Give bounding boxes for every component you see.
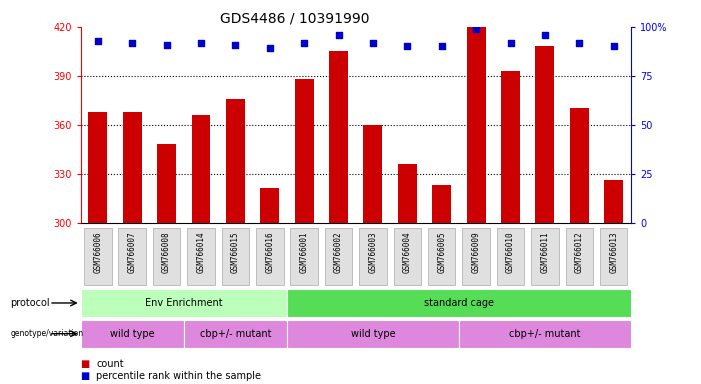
Point: [264, 45, 275, 51]
Text: GSM766011: GSM766011: [540, 231, 550, 273]
Point: [402, 43, 413, 50]
FancyBboxPatch shape: [600, 228, 627, 285]
Text: GSM766001: GSM766001: [299, 231, 308, 273]
FancyBboxPatch shape: [463, 228, 490, 285]
Bar: [226, 99, 245, 223]
FancyBboxPatch shape: [290, 228, 318, 285]
FancyBboxPatch shape: [531, 228, 559, 285]
Text: GSM766002: GSM766002: [334, 231, 343, 273]
Text: Env Enrichment: Env Enrichment: [145, 298, 223, 308]
Bar: [260, 189, 279, 223]
Point: [608, 43, 619, 50]
Point: [161, 41, 172, 48]
Text: wild type: wild type: [110, 329, 154, 339]
Text: GSM766007: GSM766007: [128, 231, 137, 273]
Bar: [123, 112, 142, 223]
Text: GSM766004: GSM766004: [403, 231, 412, 273]
Point: [573, 40, 585, 46]
Bar: [81, 289, 287, 317]
Bar: [294, 79, 313, 223]
Text: cbp+/- mutant: cbp+/- mutant: [200, 329, 271, 339]
Point: [505, 40, 516, 46]
Bar: [287, 289, 631, 317]
FancyBboxPatch shape: [393, 228, 421, 285]
FancyBboxPatch shape: [497, 228, 524, 285]
Point: [539, 31, 550, 38]
Text: GSM766014: GSM766014: [196, 231, 205, 273]
Text: GSM766008: GSM766008: [162, 231, 171, 273]
Point: [367, 40, 379, 46]
Text: GSM766010: GSM766010: [506, 231, 515, 273]
Text: cbp+/- mutant: cbp+/- mutant: [509, 329, 580, 339]
Text: GDS4486 / 10391990: GDS4486 / 10391990: [219, 12, 369, 25]
FancyBboxPatch shape: [256, 228, 283, 285]
Bar: [191, 115, 210, 223]
Bar: [157, 144, 176, 223]
Bar: [604, 180, 623, 223]
Text: genotype/variation: genotype/variation: [11, 329, 83, 338]
FancyBboxPatch shape: [359, 228, 387, 285]
Text: GSM766003: GSM766003: [369, 231, 377, 273]
Text: percentile rank within the sample: percentile rank within the sample: [96, 371, 261, 381]
FancyBboxPatch shape: [153, 228, 180, 285]
Point: [196, 40, 207, 46]
Text: standard cage: standard cage: [424, 298, 494, 308]
FancyBboxPatch shape: [84, 228, 111, 285]
Text: GSM766006: GSM766006: [93, 231, 102, 273]
Bar: [570, 109, 589, 223]
Point: [470, 26, 482, 32]
Text: GSM766016: GSM766016: [265, 231, 274, 273]
Point: [230, 41, 241, 48]
Text: GSM766005: GSM766005: [437, 231, 447, 273]
Bar: [459, 320, 631, 348]
Text: GSM766015: GSM766015: [231, 231, 240, 273]
Bar: [501, 71, 520, 223]
FancyBboxPatch shape: [187, 228, 215, 285]
Text: protocol: protocol: [11, 298, 50, 308]
FancyBboxPatch shape: [325, 228, 353, 285]
Text: wild type: wild type: [350, 329, 395, 339]
Bar: [467, 27, 486, 223]
Bar: [81, 320, 184, 348]
Bar: [433, 185, 451, 223]
Bar: [329, 51, 348, 223]
Text: ■: ■: [81, 371, 90, 381]
Point: [299, 40, 310, 46]
Point: [127, 40, 138, 46]
FancyBboxPatch shape: [222, 228, 249, 285]
FancyBboxPatch shape: [428, 228, 456, 285]
Text: GSM766012: GSM766012: [575, 231, 584, 273]
Bar: [88, 112, 107, 223]
FancyBboxPatch shape: [566, 228, 593, 285]
FancyBboxPatch shape: [118, 228, 146, 285]
Bar: [536, 46, 554, 223]
Text: GSM766009: GSM766009: [472, 231, 481, 273]
Text: count: count: [96, 359, 123, 369]
Text: GSM766013: GSM766013: [609, 231, 618, 273]
Text: ■: ■: [81, 359, 90, 369]
Bar: [287, 320, 459, 348]
Bar: [398, 164, 417, 223]
Point: [436, 43, 447, 50]
Point: [93, 38, 104, 44]
Bar: [184, 320, 287, 348]
Bar: [364, 125, 383, 223]
Point: [333, 31, 344, 38]
